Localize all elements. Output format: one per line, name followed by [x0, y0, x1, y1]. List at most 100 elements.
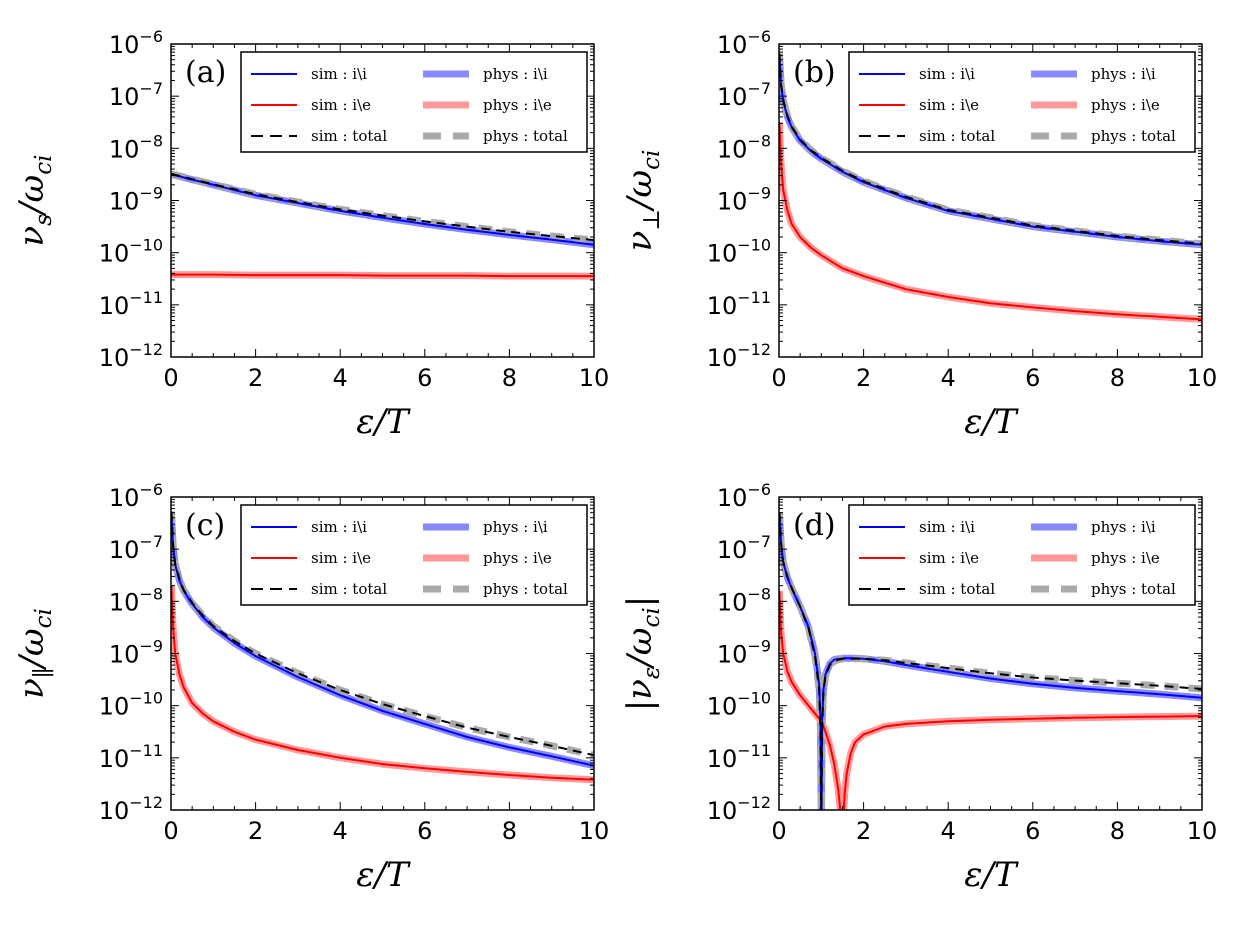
legend-label: sim : total	[919, 580, 995, 598]
y-tick-label: 10−12	[99, 340, 163, 372]
x-tick-label: 6	[1025, 817, 1040, 845]
legend-label: phys : i\e	[1091, 549, 1160, 567]
x-axis-label: ε/T	[356, 855, 411, 895]
legend-label: sim : i\i	[919, 65, 975, 83]
panel-tag: (a)	[185, 55, 226, 90]
y-tick-label: 10−6	[109, 480, 163, 512]
y-tick-label: 10−7	[717, 532, 771, 564]
legend-label: phys : i\i	[1091, 518, 1156, 536]
panel-tag: (b)	[793, 55, 836, 90]
legend-label: phys : i\i	[483, 65, 548, 83]
x-tick-label: 8	[502, 817, 517, 845]
y-tick-label: 10−9	[717, 637, 771, 669]
x-tick-label: 0	[771, 364, 786, 392]
sim-series-2	[779, 53, 1202, 245]
panel-0: 0 2 4 6 8 10 10−12 10−11 10−10 10−9 10−8 10−7 10−6 ε/…	[12, 27, 609, 442]
y-tick-label: 10−9	[717, 184, 771, 216]
legend-label: phys : total	[1091, 580, 1176, 598]
legend-label: sim : i\e	[919, 96, 979, 114]
x-tick-label: 2	[856, 364, 871, 392]
sim-series-0	[171, 173, 594, 246]
phys-series-1	[779, 590, 1202, 810]
y-tick-label: 10−12	[99, 793, 163, 825]
y-tick-label: 10−6	[717, 27, 771, 59]
legend-label: sim : total	[919, 127, 995, 145]
x-tick-label: 2	[248, 817, 263, 845]
sim-series-1	[171, 273, 594, 278]
legend-label: phys : i\i	[483, 518, 548, 536]
x-tick-label: 0	[771, 817, 786, 845]
plot-area	[171, 170, 594, 280]
y-tick-label: 10−10	[707, 236, 771, 268]
x-tick-label: 10	[579, 817, 610, 845]
y-tick-label: 10−11	[707, 741, 771, 773]
x-tick-label: 8	[1110, 817, 1125, 845]
y-tick-label: 10−8	[109, 131, 163, 163]
y-tick-label: 10−10	[99, 689, 163, 721]
y-tick-label: 10−11	[99, 741, 163, 773]
sim-series-2	[171, 511, 594, 757]
panel-2: 0 2 4 6 8 10 10−12 10−11 10−10 10−9 10−8 10−7 10−6 ε/…	[12, 480, 609, 895]
legend-label: phys : i\e	[483, 549, 552, 567]
x-tick-label: 10	[1187, 817, 1218, 845]
x-tick-label: 4	[941, 817, 956, 845]
plot-area	[171, 511, 594, 784]
y-axis-label: |νε/ωci|	[620, 596, 665, 711]
sim-series-1	[779, 590, 1202, 810]
y-tick-label: 10−9	[109, 637, 163, 669]
legend-label: sim : i\e	[311, 549, 371, 567]
x-axis-label: ε/T	[356, 402, 411, 442]
legend-label: sim : i\i	[919, 518, 975, 536]
x-tick-label: 4	[941, 364, 956, 392]
x-tick-label: 4	[333, 817, 348, 845]
legend-box	[848, 504, 1196, 606]
panel-tag: (c)	[185, 508, 225, 543]
sim-series-2	[779, 512, 1202, 810]
legend-label: sim : i\i	[311, 518, 367, 536]
y-tick-label: 10−12	[707, 340, 771, 372]
y-tick-label: 10−10	[707, 689, 771, 721]
x-tick-label: 0	[163, 364, 178, 392]
sim-series-1	[779, 122, 1202, 321]
x-tick-label: 8	[1110, 364, 1125, 392]
x-tick-label: 8	[502, 364, 517, 392]
x-tick-label: 6	[1025, 364, 1040, 392]
legend-label: phys : total	[1091, 127, 1176, 145]
y-tick-label: 10−7	[717, 79, 771, 111]
y-tick-label: 10−7	[109, 79, 163, 111]
x-tick-label: 2	[856, 817, 871, 845]
legend: sim : i\i sim : i\e sim : total phys : i\i p…	[848, 504, 1196, 606]
legend-label: sim : i\i	[311, 65, 367, 83]
x-tick-label: 6	[417, 817, 432, 845]
panel-3: 0 2 4 6 8 10 10−12 10−11 10−10 10−9 10−8 10−7 10−6 ε/…	[620, 480, 1217, 895]
y-tick-label: 10−8	[717, 131, 771, 163]
y-tick-label: 10−10	[99, 236, 163, 268]
legend-label: sim : total	[311, 580, 387, 598]
x-axis-label: ε/T	[964, 402, 1019, 442]
y-tick-label: 10−9	[109, 184, 163, 216]
phys-series-2	[171, 170, 594, 244]
x-tick-label: 6	[417, 364, 432, 392]
y-tick-label: 10−7	[109, 532, 163, 564]
x-tick-label: 4	[333, 364, 348, 392]
legend-label: phys : total	[483, 580, 568, 598]
panel-1: 0 2 4 6 8 10 10−12 10−11 10−10 10−9 10−8 10−7 10−6 ε/…	[620, 27, 1217, 442]
legend-box	[240, 504, 588, 606]
legend-label: sim : i\e	[311, 96, 371, 114]
legend: sim : i\i sim : i\e sim : total phys : i\i p…	[240, 51, 588, 153]
y-axis-label: ν⊥/ωci	[620, 150, 665, 252]
legend-box	[848, 51, 1196, 153]
y-tick-label: 10−11	[99, 288, 163, 320]
x-tick-label: 0	[163, 817, 178, 845]
x-axis-label: ε/T	[964, 855, 1019, 895]
y-tick-label: 10−8	[109, 584, 163, 616]
x-tick-label: 10	[1187, 364, 1218, 392]
legend-label: phys : i\e	[483, 96, 552, 114]
legend: sim : i\i sim : i\e sim : total phys : i\i p…	[848, 51, 1196, 153]
y-axis-label: νs/ωci	[12, 155, 57, 247]
legend: sim : i\i sim : i\e sim : total phys : i\i p…	[240, 504, 588, 606]
y-tick-label: 10−12	[707, 793, 771, 825]
panel-tag: (d)	[793, 508, 836, 543]
plot-area	[779, 53, 1202, 323]
